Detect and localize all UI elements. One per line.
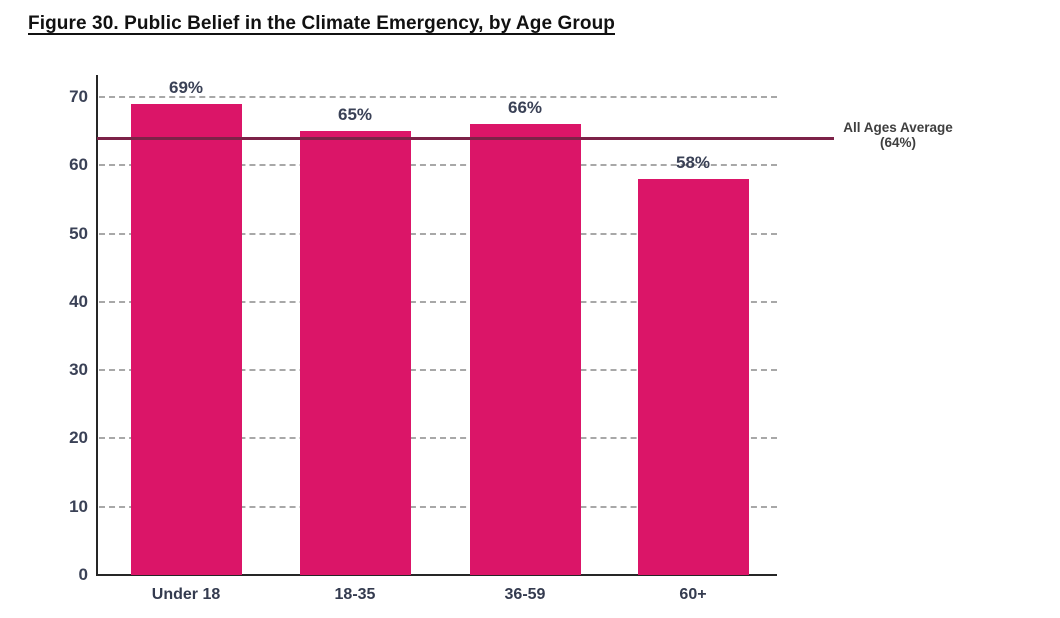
gridline-40: [99, 300, 777, 303]
gridline-20: [99, 437, 777, 440]
bar-value-label: 65%: [337, 105, 373, 125]
gridline-10: [99, 505, 777, 508]
x-category-label: 36-59: [504, 586, 546, 603]
x-axis-line: [96, 574, 777, 576]
y-tick-label-40: 40: [69, 291, 88, 311]
gridline-70: [99, 96, 777, 98]
figure-title: Figure 30. Public Belief in the Climate …: [28, 13, 615, 34]
average-annotation-line2: (64%): [879, 134, 916, 150]
average-annotation-line1: All Ages Average: [843, 120, 953, 135]
y-tick-label-70: 70: [69, 87, 88, 106]
bar-value-label: 58%: [675, 152, 711, 172]
y-tick-label-50: 50: [69, 223, 88, 243]
x-category-label: 18-35: [334, 586, 376, 603]
gridline-30: [99, 369, 777, 372]
bar-36-59: [469, 124, 581, 575]
x-category-label: 60+: [679, 586, 707, 603]
bar-18-35: [299, 131, 411, 575]
gridline-60: [99, 164, 777, 167]
y-tick-label-10: 10: [69, 496, 88, 516]
y-tick-label-20: 20: [69, 428, 88, 448]
bar-60-: [637, 178, 749, 575]
average-reference-line: [97, 136, 834, 140]
y-tick-label-60: 60: [69, 155, 88, 175]
x-category-label: Under 18: [151, 586, 221, 603]
y-axis-line: [96, 75, 98, 576]
gridline-50: [99, 232, 777, 235]
average-line-annotation: All Ages Average (64%): [838, 120, 958, 150]
y-tick-label-0: 0: [78, 565, 88, 584]
bar-under-18: [130, 103, 242, 575]
y-tick-label-30: 30: [69, 360, 88, 380]
bar-value-label: 66%: [507, 98, 543, 118]
bar-value-label: 69%: [168, 77, 204, 97]
